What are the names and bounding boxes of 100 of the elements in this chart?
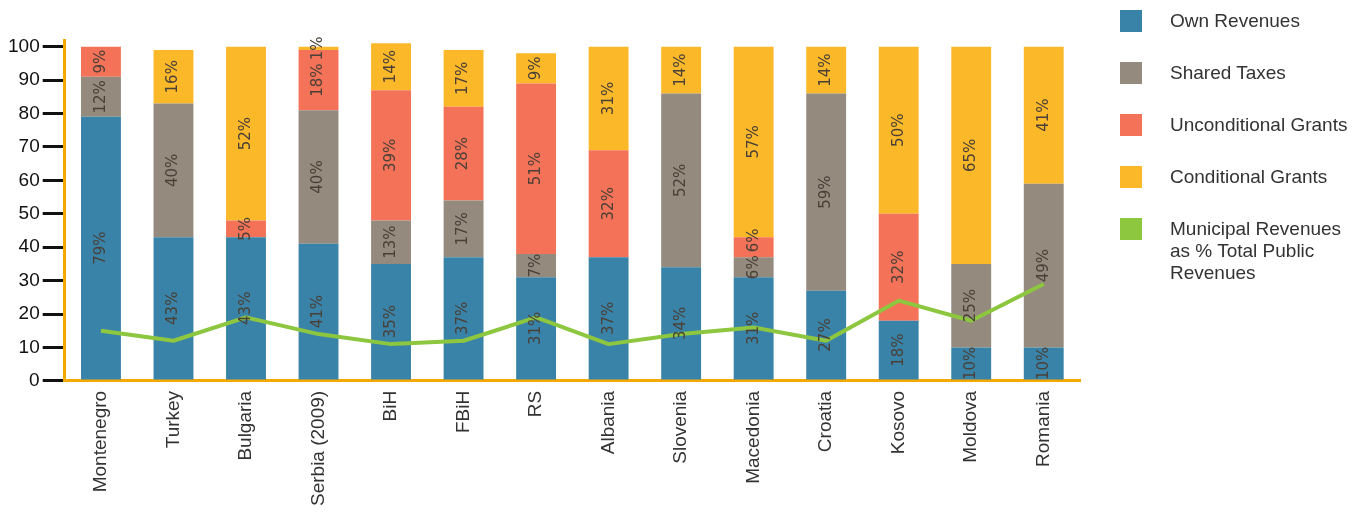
data-label: 35% (380, 304, 399, 339)
bar (588, 257, 629, 380)
x-tick-label: Croatia (814, 390, 836, 453)
data-label: 13% (380, 225, 399, 259)
bar (878, 213, 919, 321)
y-tick-label: 80 (18, 101, 40, 123)
bar (371, 90, 411, 221)
bar (443, 257, 484, 380)
data-label: 49% (1033, 248, 1052, 283)
data-label: 41% (308, 294, 327, 329)
y-tick-label: 70 (18, 135, 40, 157)
legend-label: Conditional Grants (1170, 166, 1328, 188)
data-label: 40% (308, 160, 327, 194)
bar (516, 83, 557, 254)
bar (81, 116, 121, 380)
data-label: 79% (90, 231, 109, 265)
y-tick-label: 90 (18, 68, 40, 90)
data-label: 43% (235, 291, 254, 325)
y-tick-label: 0 (29, 369, 40, 391)
data-label: 32% (598, 187, 617, 221)
legend-label: Unconditional Grants (1170, 114, 1348, 136)
data-label: 41% (1033, 98, 1052, 132)
bar (588, 150, 629, 258)
bar (371, 43, 411, 91)
data-label: 10% (961, 346, 980, 381)
bar (443, 200, 484, 258)
data-label: 43% (163, 291, 182, 325)
data-label: 51% (525, 151, 544, 186)
bar (443, 106, 484, 201)
data-label: 10% (1033, 346, 1052, 381)
data-label: 14% (816, 53, 835, 87)
bar (878, 320, 919, 380)
x-tick-label: FBiH (451, 390, 473, 434)
data-label: 34% (671, 306, 690, 340)
y-tick-label: 50 (18, 202, 40, 224)
x-tick-label: Moldova (959, 390, 981, 463)
data-label: 40% (163, 153, 182, 188)
data-label: 12% (90, 80, 109, 114)
data-label: 37% (453, 301, 472, 335)
data-label: 6% (743, 255, 762, 280)
data-label: 18% (888, 333, 907, 367)
bar (661, 93, 702, 268)
bar (298, 243, 339, 380)
data-label: 39% (380, 138, 399, 172)
data-label: 28% (453, 136, 472, 171)
data-label: 59% (816, 175, 835, 209)
x-tick-label: Albania (596, 390, 618, 455)
data-label: 52% (235, 116, 254, 151)
data-label: 17% (453, 212, 472, 246)
x-tick-label: BiH (379, 390, 401, 422)
bar (443, 50, 484, 107)
bar (153, 237, 194, 380)
x-tick-label: Slovenia (669, 390, 691, 464)
bar (878, 46, 919, 214)
x-tick-label: Turkey (161, 390, 183, 449)
data-label: 31% (598, 81, 617, 116)
y-tick-label: 20 (18, 302, 40, 324)
legend-label: Municipal Revenues as % Total Public Revenues (1170, 218, 1343, 284)
bar (371, 220, 411, 264)
data-label: 50% (888, 113, 907, 147)
bar (1023, 46, 1064, 184)
x-tick-label: RS (524, 390, 546, 418)
x-tick-label: Montenegro (89, 390, 111, 493)
data-label: 7% (525, 253, 544, 278)
data-label: 14% (380, 50, 399, 84)
bar (806, 93, 847, 291)
data-label: 16% (163, 60, 182, 94)
y-tick-label: 100 (8, 34, 40, 56)
data-label: 57% (743, 125, 762, 159)
x-tick-label: Kosovo (886, 390, 908, 455)
y-tick-label: 60 (18, 168, 40, 190)
bar (298, 110, 339, 244)
data-label: 6% (743, 228, 762, 253)
bar (516, 277, 557, 380)
x-tick-label: Macedonia (741, 390, 763, 484)
data-label: 52% (671, 163, 690, 198)
y-tick-label: 30 (18, 268, 40, 290)
data-label: 31% (743, 311, 762, 345)
bar (951, 46, 992, 264)
y-tick-label: 10 (18, 335, 40, 357)
data-label: 14% (671, 53, 690, 87)
data-label: 1% (308, 36, 327, 61)
data-label: 18% (308, 63, 327, 97)
bar (733, 277, 774, 380)
data-label: 65% (961, 138, 980, 172)
y-tick-label: 40 (18, 235, 40, 257)
data-label: 31% (525, 311, 544, 345)
data-label: 5% (235, 216, 254, 241)
data-label: 25% (961, 289, 980, 323)
legend-label: Shared Taxes (1170, 62, 1286, 84)
data-label: 9% (525, 56, 544, 81)
data-label: 9% (90, 49, 109, 74)
data-label: 32% (888, 250, 907, 284)
data-label: 17% (453, 61, 472, 96)
bar (153, 103, 194, 238)
data-label: 37% (598, 301, 617, 335)
bar (1023, 183, 1064, 348)
bar (661, 267, 702, 380)
bar (588, 46, 629, 151)
legend-label: Own Revenues (1170, 10, 1300, 32)
